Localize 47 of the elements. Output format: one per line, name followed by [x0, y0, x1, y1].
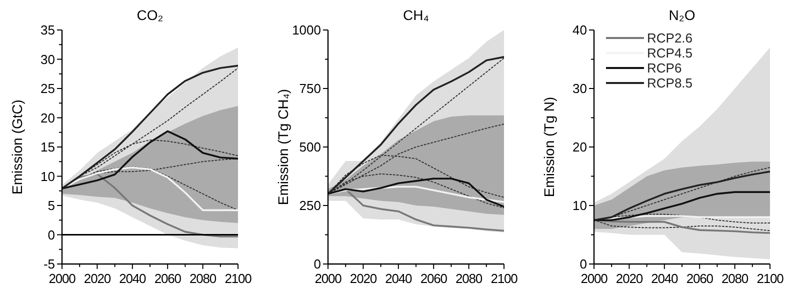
x-tick-label: 2040	[385, 271, 412, 286]
y-tick-label: 30	[572, 81, 587, 96]
x-tick-label: 2000	[580, 271, 608, 286]
y-tick-label: 30	[40, 52, 55, 67]
y-tick-label: -5	[43, 256, 55, 272]
y-tick-label: 250	[299, 198, 321, 214]
x-tick-label: 2020	[350, 271, 377, 286]
x-tick-label: 2100	[224, 271, 252, 286]
x-tick-label: 2100	[490, 271, 518, 286]
legend-label: RCP2.6	[647, 30, 693, 46]
x-tick-label: 2060	[420, 271, 448, 286]
x-tick-label: 2020	[84, 271, 111, 286]
x-tick-label: 2000	[314, 271, 342, 286]
y-tick-label: 500	[299, 140, 321, 155]
y-tick-label: 25	[40, 81, 55, 96]
x-tick-label: 2040	[651, 271, 678, 286]
x-tick-label: 2080	[456, 271, 482, 286]
y-tick-label: 10	[572, 198, 587, 214]
y-tick-label: 5	[48, 198, 55, 214]
x-tick-label: 2100	[756, 271, 784, 286]
y-axis-title: Emission (GtC)	[9, 100, 25, 194]
y-tick-label: 10	[40, 168, 55, 184]
x-tick-label: 2020	[616, 271, 643, 286]
y-axis-title: Emission (Tg CH₄)	[275, 88, 291, 206]
x-tick-label: 2080	[722, 271, 748, 286]
y-tick-label: 0	[48, 227, 55, 242]
legend-label: RCP6	[647, 60, 682, 76]
chart-title: CH₄	[403, 7, 430, 23]
y-tick-label: 750	[299, 81, 321, 96]
y-tick-label: 1000	[292, 22, 321, 38]
chart-title: CO₂	[136, 7, 164, 23]
y-tick-label: 20	[572, 140, 587, 155]
x-tick-label: 2000	[48, 271, 76, 286]
y-tick-label: 20	[40, 110, 55, 126]
y-tick-label: 15	[40, 140, 55, 155]
legend-label: RCP8.5	[647, 76, 693, 90]
y-tick-label: 0	[314, 256, 321, 272]
y-tick-label: 40	[572, 22, 587, 38]
chart-title: N₂O	[668, 7, 696, 23]
y-tick-label: 0	[580, 256, 587, 272]
y-tick-label: 35	[40, 22, 55, 38]
x-tick-label: 2060	[154, 271, 182, 286]
legend-label: RCP4.5	[647, 46, 693, 60]
x-tick-label: 2080	[190, 271, 216, 286]
x-tick-label: 2040	[119, 271, 146, 286]
x-tick-label: 2060	[686, 271, 714, 286]
y-axis-title: Emission (Tg N)	[541, 96, 557, 198]
